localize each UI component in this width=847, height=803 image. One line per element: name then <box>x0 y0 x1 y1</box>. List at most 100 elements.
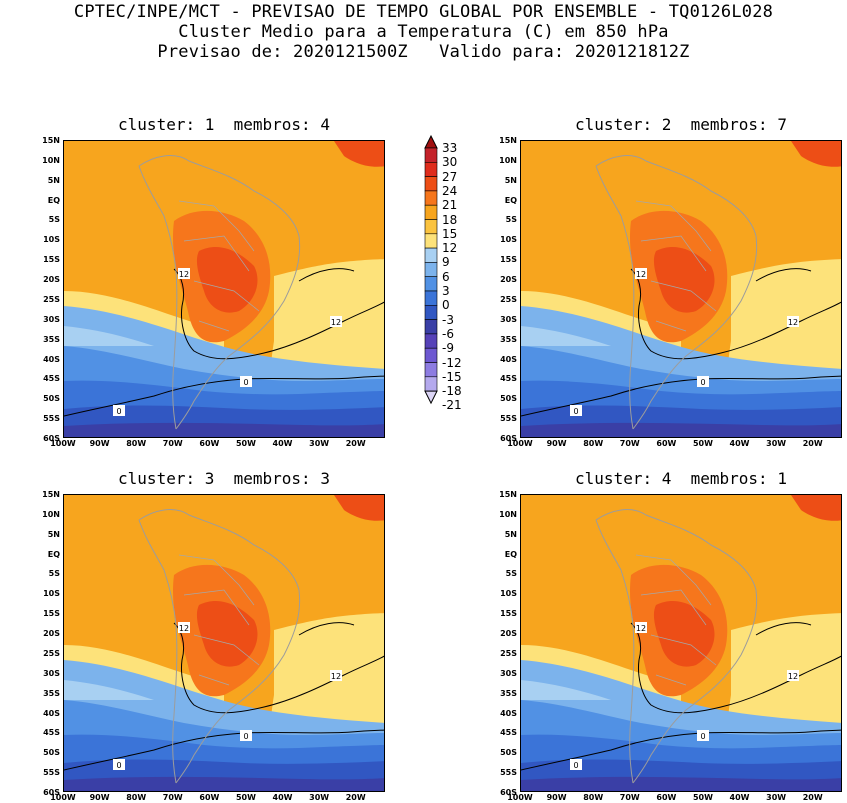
lon-tick-label: 100W <box>507 439 533 448</box>
lat-tick-label: 10N <box>499 155 517 165</box>
lat-tick-label: 30S <box>500 668 517 678</box>
lon-tick-label: 100W <box>50 793 76 802</box>
contour-label: 12 <box>636 624 646 633</box>
colorbar-tick-label: 21 <box>442 198 458 213</box>
contour-label: 0 <box>243 732 248 741</box>
colorbar-graphic <box>424 134 438 405</box>
lat-tick-label: 15N <box>42 490 60 499</box>
lat-tick-label: 20S <box>43 275 60 285</box>
lon-tick-label: 100W <box>50 439 76 448</box>
contour-label-bg <box>240 376 252 387</box>
lon-tick-label: 20W <box>802 439 823 448</box>
colorbar-box <box>424 362 438 378</box>
lat-tick-label: 25S <box>43 294 60 304</box>
lon-tick-label: 30W <box>766 793 787 802</box>
lat-tick-label: 15S <box>500 609 517 619</box>
lat-tick-label: 15S <box>500 255 517 265</box>
lat-tick-label: 45S <box>500 374 517 384</box>
lon-tick-label: 40W <box>729 439 750 448</box>
lon-tick-label: 60W <box>199 793 220 802</box>
lat-tick-label: 35S <box>43 334 60 344</box>
contour-label: 0 <box>243 378 248 387</box>
colorbar-tick-label: 6 <box>442 269 450 284</box>
lat-tick-label: 30S <box>43 314 60 324</box>
panel-title: cluster: 4 membros: 1 <box>575 469 787 488</box>
map-panel: 12 12 0 0 <box>520 140 842 438</box>
contour-label: 12 <box>179 270 189 279</box>
colorbar-box <box>424 233 438 249</box>
temperature-heatmap: 12 12 0 0 <box>521 141 841 437</box>
contour-label-bg <box>178 622 190 633</box>
lat-tick-label: 45S <box>43 728 60 738</box>
colorbar-box <box>424 319 438 335</box>
colorbar-box <box>424 190 438 206</box>
lat-tick-label: 10S <box>43 235 60 245</box>
lat-tick-label: 5N <box>47 529 60 539</box>
panel-title: cluster: 2 membros: 7 <box>575 115 787 134</box>
lon-tick-label: 80W <box>126 793 147 802</box>
lon-tick-label: 80W <box>126 439 147 448</box>
colorbar-tick-label: 27 <box>442 169 458 184</box>
contour-label-bg <box>113 405 125 416</box>
colorbar-tick-label: -12 <box>442 355 462 370</box>
lat-tick-label: 55S <box>500 768 517 778</box>
lat-tick-label: 30S <box>43 668 60 678</box>
lon-tick-label: 50W <box>235 793 256 802</box>
lon-tick-label: 90W <box>89 439 110 448</box>
colorbar-tick-label: 33 <box>442 141 458 155</box>
colorbar <box>420 134 480 444</box>
colorbar-box <box>424 290 438 306</box>
contour-label: 12 <box>636 270 646 279</box>
colorbar-tick-label: -21 <box>442 398 462 413</box>
colorbar-tick-label: -15 <box>442 369 462 384</box>
lat-tick-label: 5S <box>48 215 60 225</box>
colorbar-tick-label: -6 <box>442 326 454 341</box>
lat-tick-label: 35S <box>500 334 517 344</box>
lat-tick-label: 50S <box>500 394 517 404</box>
contour-label: 12 <box>331 318 341 327</box>
lon-tick-label: 20W <box>345 439 366 448</box>
lat-tick-label: 20S <box>500 275 517 285</box>
colorbar-box <box>424 161 438 177</box>
lat-tick-label: 50S <box>43 394 60 404</box>
colorbar-tick-label: 15 <box>442 226 458 241</box>
lat-tick-label: 10S <box>500 235 517 245</box>
contour-label: 12 <box>331 672 341 681</box>
lon-tick-label: 30W <box>766 439 787 448</box>
lat-tick-label: 10S <box>43 589 60 599</box>
lat-tick-label: 10N <box>42 155 60 165</box>
lon-tick-label: 80W <box>583 439 604 448</box>
lat-tick-label: 55S <box>43 768 60 778</box>
lat-tick-label: 15N <box>499 136 517 145</box>
colorbar-tick-label: 9 <box>442 255 450 270</box>
lat-tick-label: 20S <box>500 629 517 639</box>
map-panel: 12 12 0 0 <box>63 140 385 438</box>
colorbar-box <box>424 276 438 292</box>
lat-tick-label: 25S <box>43 648 60 658</box>
contour-label-bg <box>113 759 125 770</box>
contour-label-bg <box>787 316 799 327</box>
lat-tick-label: 10N <box>42 509 60 519</box>
colorbar-tick-label: -9 <box>442 341 454 356</box>
lon-tick-label: 60W <box>656 439 677 448</box>
contour-label-bg <box>178 268 190 279</box>
contour-label: 0 <box>573 761 578 770</box>
lon-tick-label: 70W <box>162 439 183 448</box>
lon-tick-label: 20W <box>345 793 366 802</box>
lon-tick-label: 80W <box>583 793 604 802</box>
contour-label: 0 <box>700 732 705 741</box>
lat-tick-label: 10N <box>499 509 517 519</box>
lon-tick-label: 90W <box>546 793 567 802</box>
colorbar-tick-label: -18 <box>442 384 462 399</box>
lat-tick-label: 40S <box>500 708 517 718</box>
panel-title: cluster: 3 membros: 3 <box>118 469 330 488</box>
contour-label-bg <box>787 670 799 681</box>
lat-tick-label: 5S <box>48 569 60 579</box>
colorbar-box <box>424 305 438 320</box>
colorbar-box <box>424 376 438 392</box>
lat-tick-label: 40S <box>43 354 60 364</box>
contour-label-bg <box>240 730 252 741</box>
lon-tick-label: 70W <box>619 793 640 802</box>
lat-tick-label: 60S <box>500 788 517 797</box>
lat-tick-label: 15S <box>43 609 60 619</box>
